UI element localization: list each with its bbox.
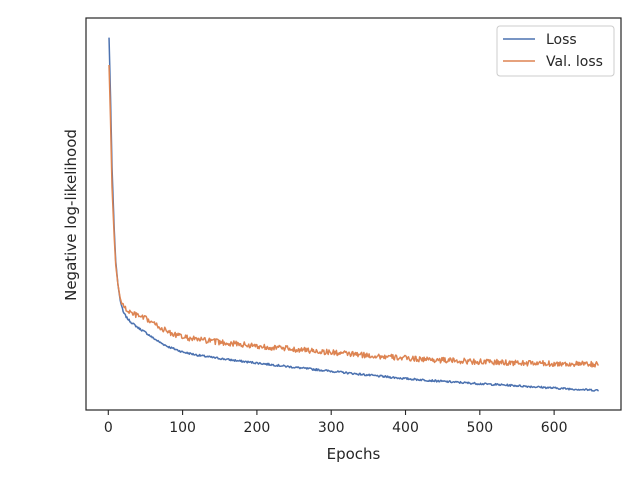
x-tick-label: 200 bbox=[244, 420, 271, 436]
legend-label-val-loss: Val. loss bbox=[546, 54, 603, 70]
series-line-loss bbox=[108, 37, 599, 392]
x-tick-label: 300 bbox=[318, 420, 345, 436]
legend: Loss Val. loss bbox=[496, 25, 615, 77]
plot-frame bbox=[85, 17, 622, 411]
x-tick-label: 600 bbox=[541, 420, 568, 436]
y-axis-title: Negative log-likelihood bbox=[62, 129, 80, 301]
x-axis: 0 100 200 300 400 500 600 bbox=[104, 410, 568, 436]
x-axis-title: Epochs bbox=[327, 445, 381, 463]
x-tick-label: 500 bbox=[466, 420, 493, 436]
legend-label-loss: Loss bbox=[546, 32, 577, 48]
plot-lines bbox=[108, 37, 599, 392]
x-tick-label: 100 bbox=[169, 420, 196, 436]
x-tick-label: 400 bbox=[392, 420, 419, 436]
series-line-val-loss bbox=[108, 65, 599, 368]
x-tick-label: 0 bbox=[104, 420, 113, 436]
